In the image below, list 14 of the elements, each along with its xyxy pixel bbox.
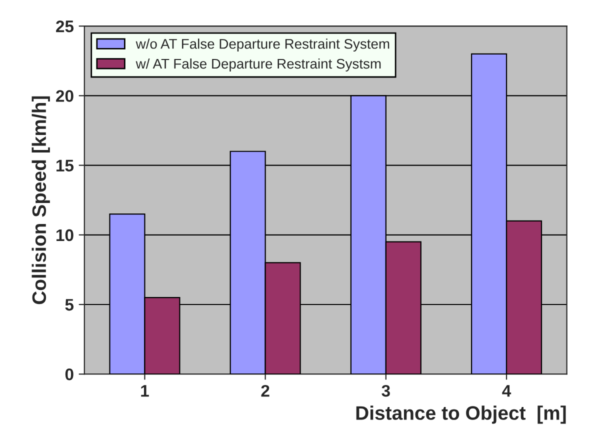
legend-label: w/o AT False Departure Restraint System <box>136 38 390 52</box>
y-tick-label: 10 <box>56 229 74 242</box>
x-tick-label: 1 <box>141 385 149 397</box>
y-tick-label: 20 <box>56 90 74 102</box>
x-tick-label: 2 <box>261 384 270 397</box>
y-tick-label: 25 <box>56 20 74 32</box>
y-axis-title: Collision Speed [km/h] <box>32 96 50 304</box>
y-tick-label: 0 <box>65 368 74 380</box>
legend-label: w/ AT False Departure Restraint Systsm <box>136 58 381 72</box>
x-tick-label: 3 <box>382 384 390 397</box>
x-tick-label: 4 <box>502 385 512 397</box>
x-axis-title: Distance to Object [m] <box>356 406 566 424</box>
y-tick-label: 5 <box>65 299 74 311</box>
y-tick-label: 15 <box>56 160 74 172</box>
